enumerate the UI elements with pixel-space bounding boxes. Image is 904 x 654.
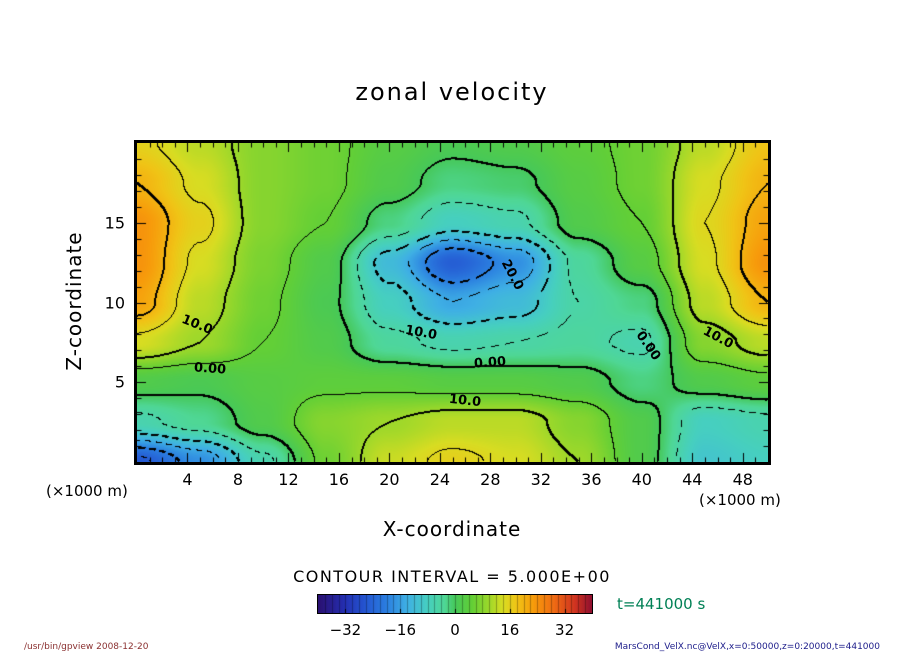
x-tick-label: 4 [182, 470, 193, 489]
colorbar-tick-label: −16 [384, 621, 417, 639]
x-axis-unit-right: (×1000 m) [699, 491, 781, 509]
x-tick-label: 32 [530, 470, 552, 489]
colorbar [317, 594, 593, 614]
colorbar-tick-label: 32 [555, 621, 575, 639]
colorbar-canvas [318, 595, 592, 613]
chart-title: zonal velocity [355, 78, 549, 106]
plot-area: 10.0 0.00 10.0 0.00 10.0 20.0 0.00 10.0 [134, 140, 771, 465]
contour-interval-label: CONTOUR INTERVAL = 5.000E+00 [293, 567, 611, 586]
footer-dataset-text: MarsCond_VelX.nc@VelX,x=0:50000,z=0:2000… [614, 642, 880, 652]
x-tick-label: 40 [631, 470, 652, 489]
colorbar-tick-label: 16 [500, 621, 520, 639]
footer-command-text: /usr/bin/gpview 2008-12-20 [24, 642, 149, 652]
contour-label: 0.00 [193, 360, 227, 379]
y-axis-title: Z-coordinate [62, 231, 86, 371]
x-tick-label: 8 [232, 470, 244, 489]
x-tick-label: 24 [429, 470, 451, 489]
x-tick-label: 28 [480, 470, 501, 489]
y-tick-label: 10 [104, 293, 125, 312]
contour-label: 0.00 [473, 354, 507, 372]
contour-label: 10.0 [448, 392, 482, 411]
colorbar-tick-label: 0 [450, 621, 460, 639]
x-axis-title: X-coordinate [382, 517, 522, 541]
y-tick-label: 15 [104, 213, 125, 233]
x-axis-unit-left: (×1000 m) [46, 482, 128, 500]
time-label: t=441000 s [617, 595, 706, 613]
x-tick-label: 20 [379, 470, 400, 489]
contour-canvas [137, 143, 768, 462]
colorbar-tick-label: −32 [329, 621, 362, 639]
x-tick-label: 12 [278, 470, 299, 489]
x-tick-label: 44 [682, 470, 703, 489]
x-tick-label: 36 [581, 470, 602, 489]
x-tick-label: 48 [732, 470, 753, 489]
y-tick-label: 5 [114, 372, 125, 392]
x-tick-label: 16 [328, 470, 350, 489]
